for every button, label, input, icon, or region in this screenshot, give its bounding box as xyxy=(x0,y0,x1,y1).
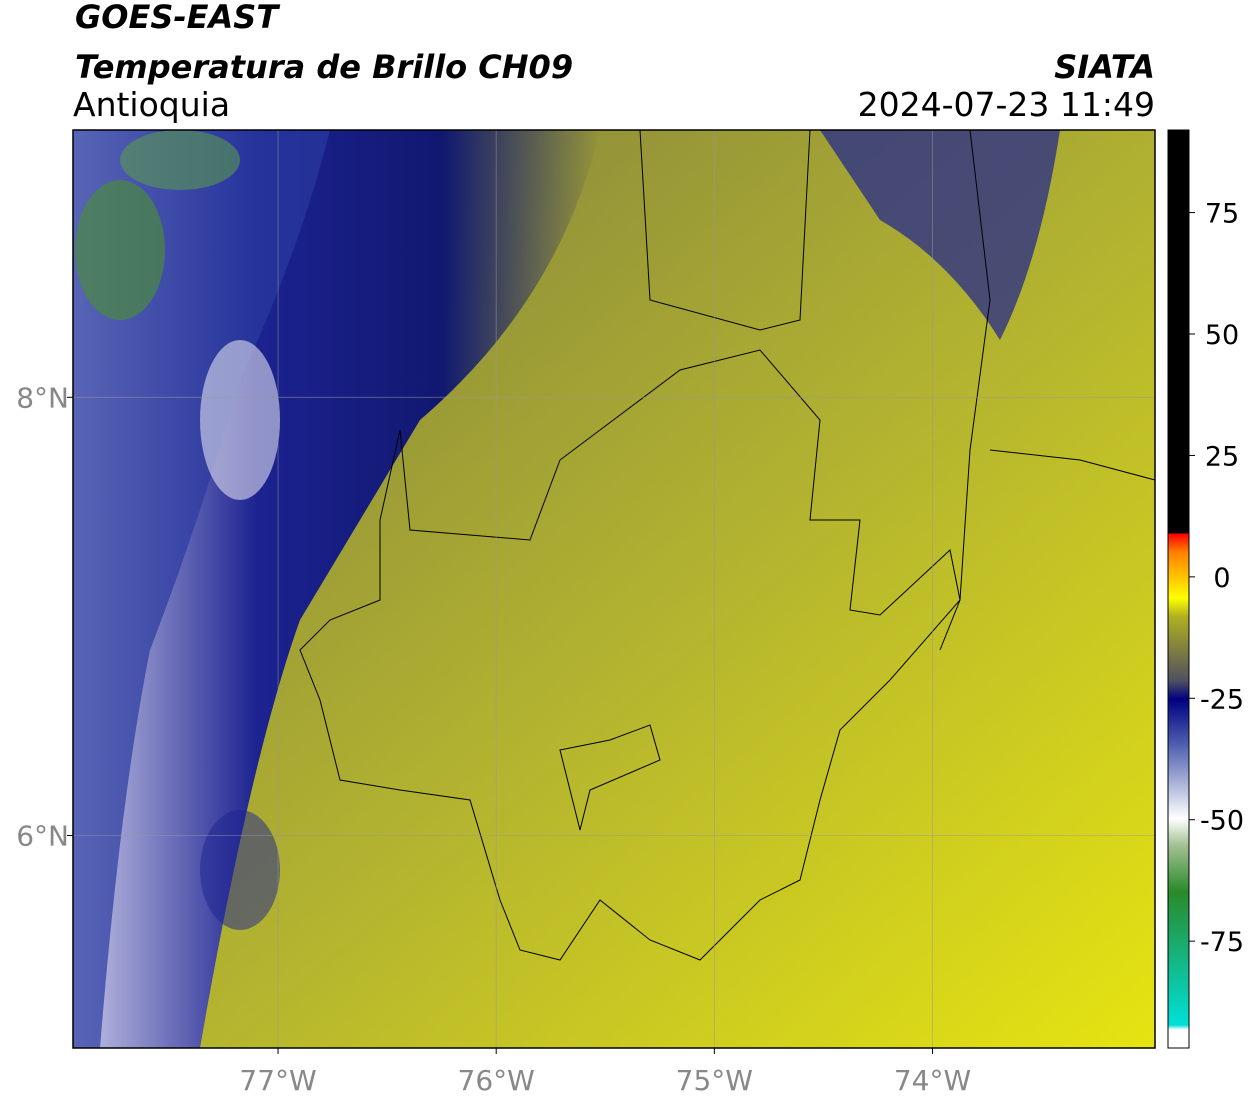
grid xyxy=(67,130,1155,1054)
colorbar-tick-label: 50 xyxy=(1205,320,1239,351)
colorbar-tick-label: 0 xyxy=(1213,563,1230,594)
map-image xyxy=(73,130,1155,1048)
map-frame xyxy=(72,129,1156,1049)
colorbar xyxy=(1167,129,1190,1049)
colorbar-tick-label: -75 xyxy=(1200,927,1244,958)
lon-tick-label: 74°W xyxy=(894,1064,971,1097)
colorbar-ticks: 75 50 25 0 -25 -50 -75 xyxy=(1189,199,1244,958)
lon-tick-label: 75°W xyxy=(676,1064,753,1097)
satellite: GOES-EAST xyxy=(75,0,280,36)
datetime: 2024-07-23 11:49 xyxy=(858,85,1155,124)
colorbar-tick-label: -50 xyxy=(1200,806,1244,837)
source: SIATA xyxy=(1054,48,1155,86)
colorbar-tick-label: -25 xyxy=(1200,684,1244,715)
colorbar-tick-label: 25 xyxy=(1205,441,1239,472)
colorbar-tick-label: 75 xyxy=(1205,199,1239,230)
lon-tick-label: 77°W xyxy=(239,1064,316,1097)
lon-tick-label: 76°W xyxy=(458,1064,535,1097)
region: Antioquia xyxy=(73,85,230,124)
lat-tick-label: 6°N xyxy=(16,819,69,852)
product: Temperatura de Brillo CH09 xyxy=(75,48,573,86)
lat-tick-label: 8°N xyxy=(16,381,69,414)
